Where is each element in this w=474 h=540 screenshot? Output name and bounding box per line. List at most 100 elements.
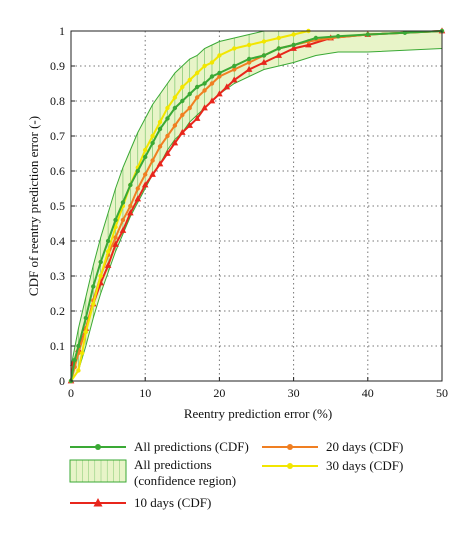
all-predictions-cdf-point <box>143 154 148 160</box>
10-days-cdf-point <box>179 128 186 135</box>
10-days-cdf-point <box>230 76 238 83</box>
20-days-cdf-point <box>217 74 222 79</box>
10-days-cdf-point <box>119 226 127 233</box>
20-days-cdf-point <box>135 186 140 191</box>
all-predictions-cdf-point <box>157 126 163 132</box>
10-days-cdf-point <box>260 58 268 65</box>
30-days-cdf-point <box>194 70 200 76</box>
30-days-cdf-point <box>143 147 148 153</box>
all-predictions-cdf-point <box>232 63 237 69</box>
10-days-cdf-point <box>223 83 231 90</box>
30-days-cdf-point <box>91 301 96 307</box>
all-predictions-cdf-point <box>187 91 192 97</box>
legend-swatch-marker <box>95 444 101 450</box>
10-days-cdf-point <box>186 121 194 128</box>
20-days-cdf-point <box>120 217 126 223</box>
all-predictions-cdf-point <box>165 116 170 121</box>
10-days-cdf-point <box>164 149 171 156</box>
all-predictions-cdf-point <box>172 105 178 111</box>
all-predictions-cdf-point <box>91 284 96 289</box>
all-predictions-cdf-point <box>194 84 200 90</box>
30-days-cdf-point <box>150 133 155 139</box>
all-predictions-cdf-point <box>402 30 408 35</box>
y-tick-label: 0 <box>59 374 65 388</box>
y-tick-label: 1 <box>59 24 65 38</box>
y-tick-label: 0.3 <box>50 269 65 283</box>
confidence-region-fill <box>71 31 442 381</box>
30-days-cdf-point <box>98 273 103 279</box>
30-days-cdf-point <box>276 35 281 41</box>
10-days-cdf-point <box>245 65 253 72</box>
30-days-cdf-point <box>187 77 192 83</box>
30-days-cdf-line <box>70 30 309 382</box>
30-days-cdf-point <box>261 39 267 44</box>
y-axis-label: CDF of reentry prediction error (-) <box>26 116 41 296</box>
legend-item: 30 days (CDF) <box>262 458 403 473</box>
30-days-cdf-point <box>76 368 81 373</box>
legend-swatch-marker <box>287 444 293 450</box>
30-days-cdf-point <box>105 249 111 254</box>
y-tick-label: 0.1 <box>50 339 65 353</box>
30-days-cdf-point <box>180 84 185 90</box>
30-days-cdf-point <box>209 60 215 65</box>
y-tick-label: 0.9 <box>50 59 65 73</box>
y-tick-label: 0.7 <box>50 129 65 143</box>
30-days-cdf-point <box>83 329 89 335</box>
all-predictions-cdf-point <box>335 34 341 39</box>
10-days-cdf-point <box>149 170 156 177</box>
all-predictions-cdf-point <box>76 343 81 349</box>
10-days-cdf-point <box>141 181 149 188</box>
10-days-cdf-point <box>290 44 297 51</box>
legend-item: All predictions (CDF) <box>70 439 249 454</box>
30-days-cdf-point <box>232 46 237 51</box>
10-days-cdf-point <box>275 51 283 58</box>
legend-label: 30 days (CDF) <box>326 458 403 473</box>
10-days-cdf-point <box>104 261 112 268</box>
30-days-cdf-point <box>291 32 296 37</box>
all-predictions-cdf-point <box>105 238 111 244</box>
all-predictions-cdf-point <box>150 140 155 146</box>
10-days-cdf-point <box>305 41 312 48</box>
all-predictions-cdf-point <box>202 81 207 86</box>
30-days-cdf-point <box>79 350 85 356</box>
10-days-cdf-point <box>201 104 208 111</box>
all-predictions-cdf-point <box>365 32 370 37</box>
axes: 0 10 20 30 40 50 0 0.1 0.2 0.3 0.4 0.5 0.6 0.7 0.8 0.9 1 <box>50 24 448 400</box>
10-days-cdf-point <box>127 209 134 216</box>
10-days-cdf-point <box>171 139 179 146</box>
30-days-cdf-point <box>246 42 252 48</box>
all-predictions-cdf-point <box>261 53 267 58</box>
all-predictions-cdf-point <box>120 200 126 205</box>
x-tick-label: 40 <box>362 386 374 400</box>
all-predictions-cdf-line <box>70 30 443 382</box>
20-days-cdf-point <box>165 133 170 139</box>
20-days-cdf-point <box>113 235 118 240</box>
30-days-cdf-point <box>172 95 178 100</box>
20-days-cdf-point <box>150 158 155 163</box>
all-predictions-cdf-point <box>128 182 133 188</box>
all-predictions-cdf-point <box>72 357 77 363</box>
legend-item: 10 days (CDF) <box>70 495 211 510</box>
y-tick-label: 0.5 <box>50 199 65 213</box>
legend: All predictions (CDF) All predictions(con… <box>69 439 403 510</box>
x-tick-label: 10 <box>139 386 151 400</box>
20-days-cdf-point <box>128 203 133 209</box>
legend-item: All predictions(confidence region) <box>69 457 236 488</box>
legend-label: All predictions <box>134 457 212 472</box>
30-days-cdf-point <box>165 105 170 111</box>
x-tick-label: 0 <box>68 386 74 400</box>
20-days-cdf-point <box>202 88 207 93</box>
20-days-cdf-point <box>232 67 237 72</box>
30-days-cdf-point <box>202 63 207 69</box>
all-predictions-cdf-point <box>180 98 185 104</box>
all-predictions-cdf-point <box>98 259 103 265</box>
10-days-cdf-point <box>134 195 142 202</box>
10-days-cdf-point <box>156 160 164 167</box>
10-days-cdf-point <box>112 240 119 247</box>
x-tick-label: 50 <box>436 386 448 400</box>
y-tick-label: 0.6 <box>50 164 65 178</box>
all-predictions-cdf-point <box>246 56 252 62</box>
x-axis-label: Reentry prediction error (%) <box>184 406 332 421</box>
legend-label: (confidence region) <box>134 473 236 488</box>
series-lines <box>67 27 446 384</box>
